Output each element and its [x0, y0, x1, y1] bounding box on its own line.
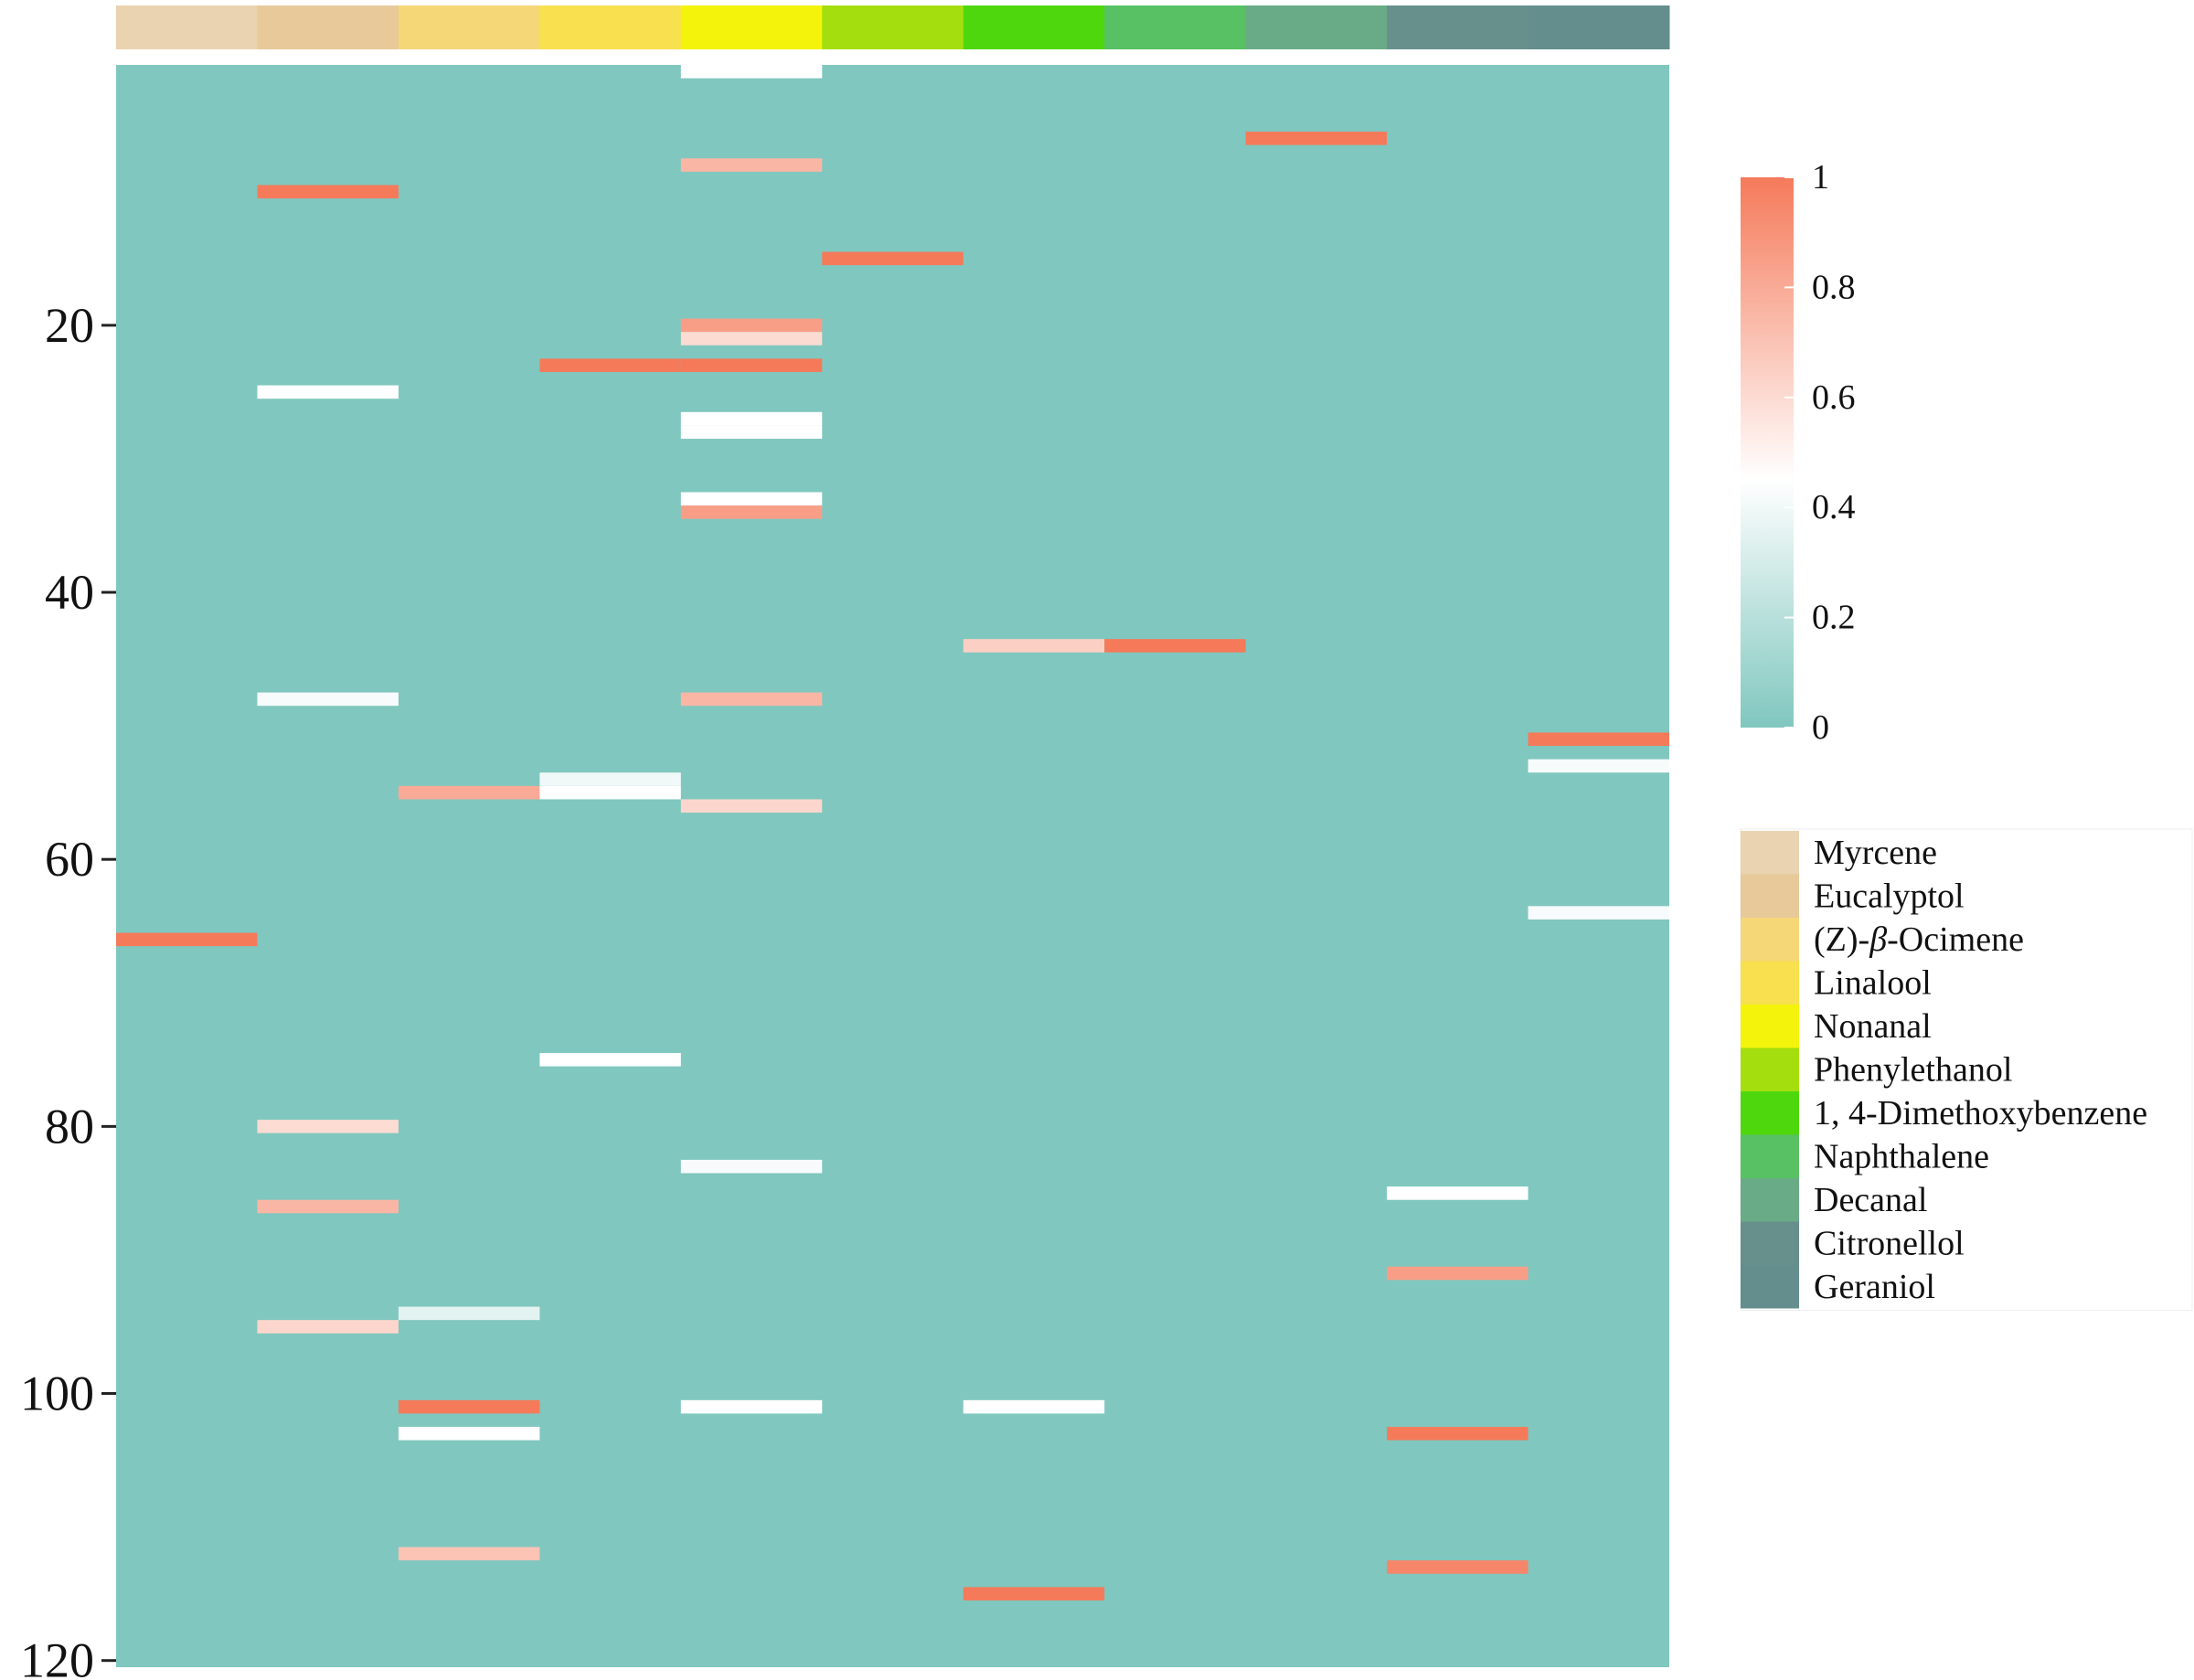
y-tick-label: 120 — [20, 1633, 94, 1680]
y-axis: 20 40 60 80 100 120 — [20, 298, 116, 1680]
colorbar-tick-label: 0 — [1812, 708, 1829, 747]
legend-swatch — [1741, 961, 1799, 1005]
legend-swatch — [1741, 918, 1799, 962]
heatmap-cell — [539, 358, 681, 372]
column-annotation-4 — [680, 5, 823, 49]
heatmap-cell — [539, 785, 681, 800]
heatmap-cell — [680, 318, 823, 333]
colorbar-gradient — [1741, 177, 1794, 728]
legend-label: Nonanal — [1814, 1007, 1932, 1046]
heatmap-cell — [680, 358, 823, 372]
colorbar-tick-label: 0.8 — [1812, 268, 1856, 306]
heatmap-cells — [116, 65, 1669, 1667]
heatmap-cell — [257, 185, 399, 199]
heatmap-cell — [680, 799, 823, 813]
heatmap-cell — [680, 1399, 823, 1414]
y-tick-label: 40 — [45, 565, 94, 620]
heatmap-cell — [680, 411, 823, 426]
column-legend: Myrcene Eucalyptol (Z)-β-Ocimene Linalool No… — [1740, 828, 2193, 1311]
heatmap-cell — [963, 639, 1105, 653]
column-annotation-0 — [116, 5, 258, 49]
y-tick-label: 100 — [20, 1366, 94, 1421]
legend-swatch — [1741, 1265, 1799, 1309]
legend-label: Decanal — [1814, 1181, 1927, 1219]
column-annotation-8 — [1245, 5, 1388, 49]
heatmap-cell — [680, 332, 823, 346]
legend-swatch — [1741, 1134, 1799, 1178]
legend-label: Phenylethanol — [1814, 1050, 2012, 1089]
heatmap-cell — [1387, 1427, 1528, 1441]
column-annotation-bar — [116, 5, 1670, 49]
heatmap-cell — [398, 785, 540, 800]
legend-label: Myrcene — [1814, 834, 1937, 872]
legend-swatch — [1741, 874, 1799, 918]
legend-label: Citronellol — [1814, 1224, 1965, 1262]
column-annotation-10 — [1528, 5, 1670, 49]
heatmap-cell — [680, 1159, 823, 1174]
heatmap-cell — [1387, 1266, 1528, 1281]
legend-swatch — [1741, 831, 1799, 875]
legend-label: Geraniol — [1814, 1268, 1935, 1306]
legend-box — [1740, 828, 2193, 1311]
y-tick-label: 60 — [45, 832, 94, 887]
legend-swatch — [1741, 1178, 1799, 1222]
heatmap-cell — [1245, 132, 1388, 145]
colorbar-tick-label: 1 — [1812, 158, 1829, 197]
legend-swatch — [1741, 1221, 1799, 1265]
colorbar: 1 0.8 0.6 0.4 0.2 0 — [1741, 158, 1856, 747]
heatmap-cell — [257, 1320, 399, 1334]
heatmap-cell — [257, 692, 399, 707]
heatmap-cell — [680, 492, 823, 506]
colorbar-tick-label: 0.6 — [1812, 378, 1856, 417]
heatmap-cell — [257, 385, 399, 399]
y-tick-label: 20 — [45, 298, 94, 353]
column-annotation-9 — [1387, 5, 1529, 49]
heatmap-cell — [398, 1427, 540, 1441]
heatmap-cell — [1528, 906, 1669, 920]
y-tick-label: 80 — [45, 1099, 94, 1154]
heatmap-cell — [257, 1199, 399, 1214]
legend-swatch — [1741, 1047, 1799, 1091]
column-annotation-5 — [822, 5, 964, 49]
legend-label: 1, 4-Dimethoxybenzene — [1814, 1094, 2147, 1132]
heatmap-cell — [398, 1399, 540, 1414]
heatmap-cell — [1104, 639, 1246, 653]
column-annotation-6 — [963, 5, 1105, 49]
heatmap-cell — [1387, 1186, 1528, 1200]
legend-label: Eucalyptol — [1814, 877, 1965, 915]
legend-label: Linalool — [1814, 963, 1932, 1002]
column-annotation-7 — [1104, 5, 1247, 49]
legend-label: Naphthalene — [1814, 1137, 1989, 1175]
heatmap-background — [116, 65, 1669, 1667]
heatmap-cell — [1387, 1560, 1528, 1574]
heatmap-cell — [680, 158, 823, 172]
colorbar-tick-label: 0.4 — [1812, 488, 1856, 526]
legend-label: (Z)-β-Ocimene — [1814, 920, 2024, 959]
heatmap-cell — [680, 65, 823, 79]
heatmap-cell — [398, 1306, 540, 1321]
heatmap-cell — [539, 772, 681, 786]
heatmap-cell — [680, 425, 823, 440]
heatmap-cell — [963, 1587, 1105, 1600]
legend-swatch — [1741, 1005, 1799, 1048]
heatmap-cell — [680, 505, 823, 519]
heatmap-cell — [398, 1547, 540, 1561]
heatmap-cell — [1528, 732, 1669, 747]
heatmap-cell — [963, 1399, 1105, 1414]
heatmap-cell — [1528, 759, 1669, 773]
heatmap-cell — [539, 1053, 681, 1067]
heatmap-cell — [680, 692, 823, 707]
heatmap-cell — [116, 932, 258, 947]
heatmap-cell — [257, 1120, 399, 1133]
colorbar-tick-label: 0.2 — [1812, 599, 1856, 637]
column-annotation-1 — [257, 5, 399, 49]
column-annotation-3 — [539, 5, 682, 49]
column-annotation-2 — [398, 5, 540, 49]
legend-swatch — [1741, 1091, 1799, 1135]
heatmap-cell — [822, 251, 964, 266]
